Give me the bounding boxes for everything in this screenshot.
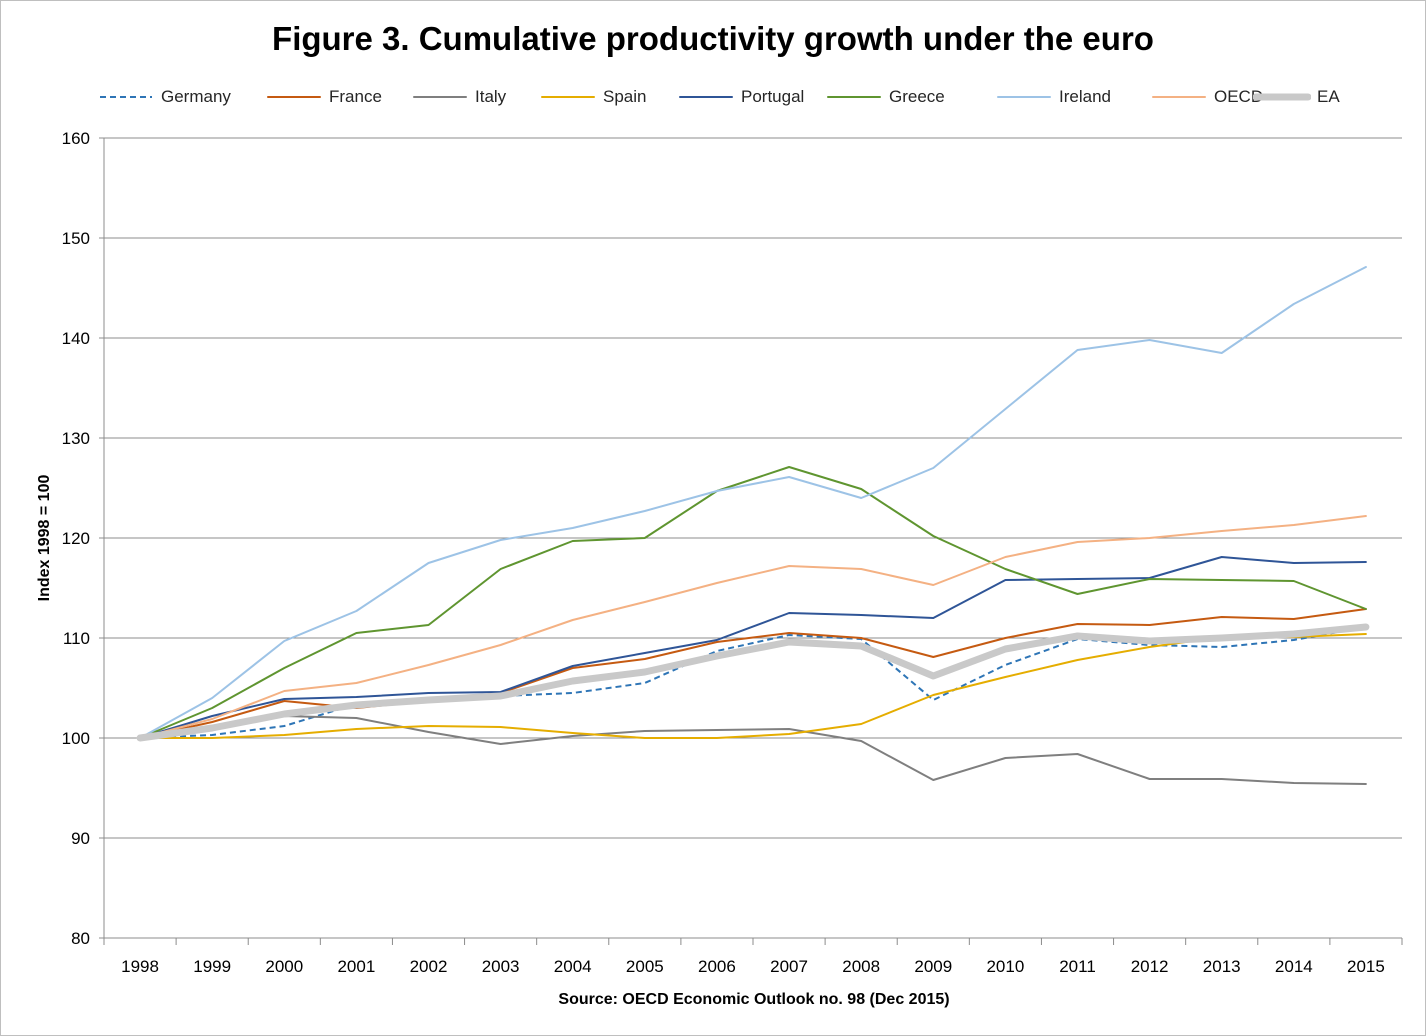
x-tick-label: 2005 xyxy=(626,957,664,976)
x-tick-labels: 1998 1999 2000 2001 2002 2003 2004 2005 2006 2007… xyxy=(121,957,1385,976)
legend-swatch xyxy=(413,96,467,98)
legend-label: Ireland xyxy=(1059,87,1111,106)
x-tick-label: 2004 xyxy=(554,957,592,976)
legend-swatch xyxy=(997,96,1051,98)
chart-title: Figure 3. Cumulative productivity growth… xyxy=(272,20,1154,57)
x-tick-label: 2013 xyxy=(1203,957,1241,976)
legend-label: France xyxy=(329,87,382,106)
y-tick-labels: 80 90 100 110 120 130 140 150 160 xyxy=(62,129,90,948)
legend-label: OECD xyxy=(1214,87,1264,106)
x-tick-label: 2012 xyxy=(1131,957,1169,976)
series-line-ireland xyxy=(139,266,1367,739)
series-line-italy xyxy=(139,715,1367,785)
legend-swatch xyxy=(827,96,881,98)
legend-label: EA xyxy=(1317,87,1340,106)
series-lines xyxy=(136,266,1370,785)
series-line-spain xyxy=(139,633,1367,739)
x-tick-label: 1999 xyxy=(193,957,231,976)
legend-label: Italy xyxy=(475,87,507,106)
legend-swatch xyxy=(1253,93,1311,101)
x-tick-label: 2015 xyxy=(1347,957,1385,976)
legend-label: Greece xyxy=(889,87,945,106)
x-tick-label: 2001 xyxy=(337,957,375,976)
legend-label: Spain xyxy=(603,87,647,106)
series-line-ea xyxy=(136,623,1370,742)
x-tick-label: 2002 xyxy=(410,957,448,976)
y-tick-label: 140 xyxy=(62,329,90,348)
y-tick-label: 100 xyxy=(62,729,90,748)
series-line-germany xyxy=(140,626,1367,739)
x-tick-label: 2011 xyxy=(1059,957,1096,976)
series-line-france xyxy=(139,608,1367,739)
series-line-oecd xyxy=(139,515,1367,739)
x-tick-label: 2009 xyxy=(914,957,952,976)
legend-swatch xyxy=(100,96,152,98)
legend-swatch xyxy=(267,96,321,98)
series-line-portugal xyxy=(139,556,1367,739)
y-tick-label: 90 xyxy=(71,829,90,848)
series-line-greece xyxy=(139,466,1367,739)
x-tick-label: 2010 xyxy=(986,957,1024,976)
x-axis-title: Source: OECD Economic Outlook no. 98 (De… xyxy=(558,991,949,1008)
x-tick-label: 2014 xyxy=(1275,957,1313,976)
x-tick-label: 2006 xyxy=(698,957,736,976)
legend-swatch xyxy=(679,96,733,98)
y-tick-label: 130 xyxy=(62,429,90,448)
y-tick-label: 120 xyxy=(62,529,90,548)
axes xyxy=(99,137,1403,945)
legend-label: Portugal xyxy=(741,87,805,106)
y-tick-label: 160 xyxy=(62,129,90,148)
x-tick-label: 1998 xyxy=(121,957,159,976)
x-tick-label: 2000 xyxy=(265,957,303,976)
y-tick-label: 110 xyxy=(63,629,90,648)
x-tick-label: 2003 xyxy=(482,957,520,976)
x-tick-label: 2007 xyxy=(770,957,808,976)
y-tick-label: 80 xyxy=(71,929,90,948)
x-tick-label: 2008 xyxy=(842,957,880,976)
y-axis-title: Index 1998 = 100 xyxy=(36,475,53,602)
legend-swatch xyxy=(1152,96,1206,98)
legend-label: Germany xyxy=(161,87,231,106)
y-tick-label: 150 xyxy=(62,229,90,248)
legend-swatch xyxy=(541,96,595,98)
